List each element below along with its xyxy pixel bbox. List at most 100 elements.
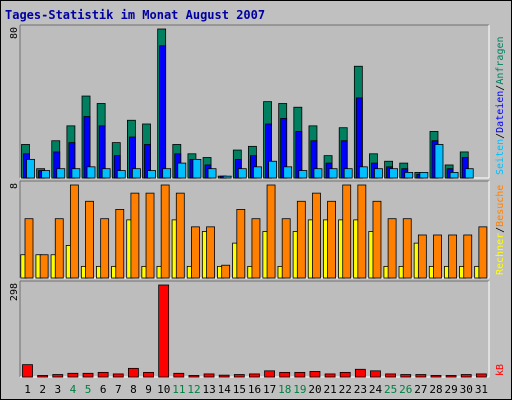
x-tick-label-day-30: 30 (460, 383, 473, 396)
legend-visits-item-1: / (495, 227, 506, 233)
x-tick-label-day-25: 25 (384, 383, 397, 396)
panel-visits-scale-label: 8 (9, 183, 20, 189)
bar-seiten-day-9 (147, 170, 156, 179)
x-tick-label-day-19: 19 (293, 383, 306, 396)
bar-seiten-day-28 (434, 144, 444, 179)
x-tick-label-day-11: 11 (172, 383, 185, 396)
x-tick-label-day-2: 2 (39, 383, 46, 396)
x-tick-label-day-17: 17 (263, 383, 276, 396)
bar-kb-day-24 (370, 370, 381, 378)
bar-dateien-day-23 (355, 97, 363, 179)
x-tick-label-day-23: 23 (354, 383, 367, 396)
legend-hits: Seiten/Dateien/Anfragen (495, 36, 506, 175)
scale-labels: 80 8 298 (9, 27, 20, 301)
legend-visits: Rechner/Besuche (495, 185, 506, 275)
bar-kb-day-26 (400, 374, 412, 378)
bar-kb-day-29 (445, 375, 457, 378)
bar-seiten-day-21 (328, 168, 338, 179)
x-axis-tick-labels: 1 2 3 4 5 6 7 8 9 10 11 12 13 14 15 16 17 18 19 20 21 22 23 24 2… (24, 383, 488, 396)
bar-seiten-day-16 (253, 166, 262, 179)
bar-besuche-day-7 (115, 209, 125, 279)
bar-besuche-day-10 (160, 184, 170, 279)
panel-kb-scale-label: 298 (9, 283, 20, 301)
bar-besuche-day-8 (130, 192, 140, 279)
bar-kb-day-27 (415, 374, 427, 378)
x-tick-label-day-29: 29 (445, 383, 458, 396)
x-tick-label-day-12: 12 (187, 383, 200, 396)
x-tick-label-day-7: 7 (115, 383, 122, 396)
x-tick-label-day-9: 9 (145, 383, 152, 396)
bar-kb-day-18 (279, 371, 291, 378)
bar-kb-day-17 (264, 370, 275, 378)
bar-besuche-day-18 (281, 218, 291, 279)
x-tick-label-day-3: 3 (55, 383, 62, 396)
bar-kb-day-25 (385, 373, 397, 378)
x-tick-label-day-20: 20 (308, 383, 321, 396)
legend-kb: kB (495, 364, 506, 376)
bar-besuche-day-4 (69, 184, 79, 279)
bar-kb-day-16 (249, 373, 260, 378)
panel-kb-background (20, 281, 489, 377)
bar-seiten-day-15 (237, 168, 247, 179)
bar-besuche-day-13 (206, 226, 215, 279)
bar-kb-day-21 (324, 373, 336, 378)
bar-seiten-day-14 (222, 175, 232, 179)
x-tick-label-day-13: 13 (202, 383, 215, 396)
bar-besuche-day-14 (221, 264, 231, 279)
bar-seiten-day-24 (374, 168, 383, 179)
bar-seiten-day-27 (419, 172, 429, 179)
bar-seiten-day-4 (71, 168, 81, 179)
bar-kb-day-19 (294, 371, 306, 378)
x-tick-label-day-27: 27 (414, 383, 427, 396)
bar-seiten-day-20 (313, 168, 323, 179)
bar-kb-day-9 (143, 371, 154, 378)
x-tick-label-day-24: 24 (369, 383, 383, 396)
x-tick-label-day-28: 28 (429, 383, 442, 396)
bar-seiten-day-5 (86, 166, 96, 179)
legend-hits-item-1: / (495, 133, 506, 139)
legend-visits-item-2: Besuche (495, 185, 506, 227)
bar-kb-day-20 (309, 371, 321, 378)
bar-besuche-day-15 (236, 209, 246, 279)
bar-besuche-day-1 (24, 218, 34, 279)
bar-kb-day-12 (188, 375, 200, 378)
bar-besuche-day-12 (191, 226, 200, 279)
legend-visits-item-0: Rechner (495, 233, 506, 275)
x-tick-label-day-15: 15 (233, 383, 246, 396)
bar-kb-day-22 (339, 371, 351, 378)
bar-besuche-day-25 (387, 218, 397, 279)
bar-kb-day-13 (203, 373, 215, 378)
bar-dateien-day-10 (159, 45, 167, 179)
legend-hits-item-0: Seiten (495, 139, 506, 175)
bar-besuche-day-29 (448, 234, 458, 279)
bar-kb-day-1 (22, 364, 33, 378)
bar-besuche-day-6 (100, 218, 110, 279)
bar-kb-day-31 (475, 373, 487, 378)
bar-seiten-day-25 (389, 168, 399, 179)
bar-kb-day-3 (52, 374, 64, 378)
bar-besuche-day-28 (433, 234, 442, 279)
bar-seiten-day-7 (116, 170, 126, 179)
bar-besuche-day-11 (175, 192, 185, 279)
x-tick-label-day-4: 4 (70, 383, 77, 396)
bar-seiten-day-10 (162, 168, 172, 179)
bar-kb-day-7 (112, 373, 124, 378)
bar-kb-day-11 (173, 372, 185, 378)
bar-kb-day-23 (354, 368, 366, 378)
bar-besuche-day-19 (296, 200, 306, 279)
bar-besuche-day-21 (327, 200, 336, 279)
x-tick-label-day-31: 31 (475, 383, 488, 396)
bar-seiten-day-22 (343, 168, 353, 179)
bar-besuche-day-5 (85, 200, 94, 279)
bar-besuche-day-31 (478, 226, 488, 279)
x-tick-label-day-26: 26 (399, 383, 412, 396)
bar-seiten-day-17 (268, 160, 277, 179)
bar-seiten-day-18 (283, 166, 293, 179)
x-tick-label-day-6: 6 (100, 383, 107, 396)
bar-kb-day-15 (233, 374, 245, 378)
legend-hits-item-2: Dateien (495, 91, 506, 133)
chart-bars (20, 28, 488, 378)
bar-kb-day-2 (37, 375, 49, 378)
bar-besuche-day-27 (417, 234, 427, 279)
bar-seiten-day-23 (358, 166, 368, 179)
